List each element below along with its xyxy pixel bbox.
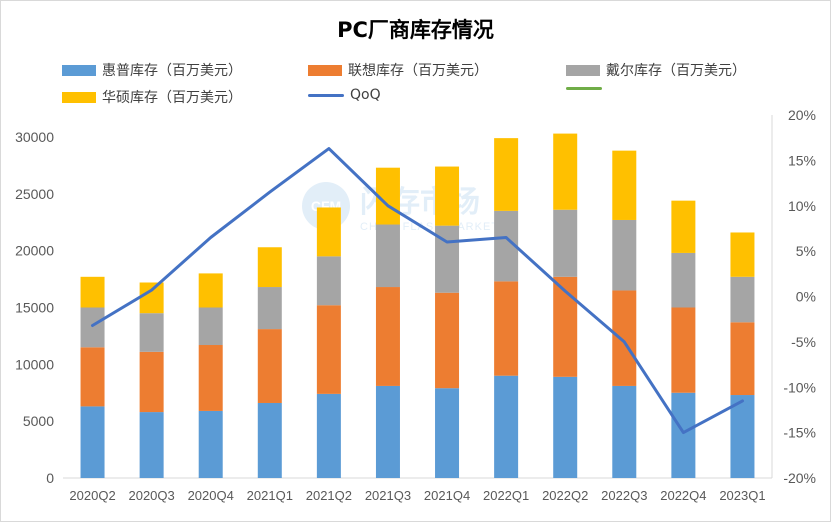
bar-segment-1-2020Q3 — [139, 351, 164, 413]
legend-swatch-dell — [566, 64, 600, 76]
bar-segment-0-2022Q1 — [494, 375, 519, 478]
bar-segment-3-2023Q1 — [730, 232, 755, 277]
qoq-line — [91, 147, 744, 435]
left-axis-ticks: 0 5000 10000 15000 20000 25000 30000 — [15, 129, 54, 486]
right-tick-label: -10% — [783, 379, 816, 395]
legend-label-lenovo: 联想库存（百万美元） — [348, 63, 488, 79]
legend-swatch-hp — [62, 64, 96, 76]
bar-segment-0-2022Q4 — [671, 392, 696, 478]
left-tick-label: 10000 — [15, 356, 54, 372]
bar-segment-3-2022Q1 — [494, 138, 519, 211]
bar-segment-3-2021Q1 — [257, 247, 282, 288]
bar-segment-3-2020Q2 — [80, 276, 105, 308]
left-tick-label: 15000 — [15, 300, 54, 316]
legend-label-hp: 惠普库存（百万美元） — [102, 63, 242, 79]
right-tick-label: 0% — [796, 289, 816, 305]
x-tick-label: 2022Q4 — [660, 488, 706, 503]
bar-segment-2-2022Q3 — [612, 219, 637, 291]
bar-segment-2-2022Q4 — [671, 252, 696, 308]
bar-segment-2-2020Q4 — [198, 307, 223, 346]
legend-item-lenovo: 联想库存（百万美元） — [308, 60, 488, 80]
bar-segment-3-2022Q3 — [612, 150, 637, 220]
x-tick-label: 2020Q4 — [188, 488, 234, 503]
legend-swatch-asus — [62, 91, 96, 103]
bar-segment-1-2022Q4 — [671, 307, 696, 393]
x-tick-label: 2022Q2 — [542, 488, 588, 503]
bars-layer — [80, 133, 755, 478]
bar-segment-2-2023Q1 — [730, 276, 755, 323]
bar-segment-2-2022Q2 — [553, 209, 578, 277]
bar-segment-1-2023Q1 — [730, 322, 755, 396]
left-tick-label: 25000 — [15, 186, 54, 202]
bar-segment-0-2021Q3 — [375, 385, 400, 478]
bar-segment-0-2022Q2 — [553, 376, 578, 478]
right-tick-label: 15% — [788, 152, 816, 168]
bar-segment-3-2021Q4 — [435, 166, 460, 226]
bar-segment-1-2020Q2 — [80, 347, 105, 407]
bar-segment-2-2020Q3 — [139, 313, 164, 352]
qoq-line-layer — [91, 147, 744, 435]
right-tick-label: -20% — [783, 470, 816, 486]
bar-segment-2-2021Q3 — [375, 224, 400, 288]
x-tick-label: 2021Q3 — [365, 488, 411, 503]
left-tick-label: 5000 — [23, 413, 54, 429]
legend-item-dell: 戴尔库存（百万美元） — [566, 60, 746, 80]
bar-segment-0-2020Q3 — [139, 412, 164, 478]
bar-segment-3-2022Q2 — [553, 133, 578, 210]
legend-swatch-qoq — [308, 93, 344, 97]
bar-segment-3-2020Q3 — [139, 282, 164, 314]
bar-segment-1-2022Q3 — [612, 290, 637, 386]
bar-segment-2-2020Q2 — [80, 307, 105, 348]
bar-segment-2-2021Q2 — [316, 256, 341, 306]
right-axis-ticks: -20% -15% -10% -5% 0% 5% 10% 15% 20% — [783, 107, 816, 486]
bar-segment-0-2023Q1 — [730, 395, 755, 478]
x-tick-label: 2020Q3 — [128, 488, 174, 503]
x-tick-label: 2021Q4 — [424, 488, 470, 503]
legend-item-qoq: QoQ — [308, 87, 381, 103]
bar-segment-0-2021Q2 — [316, 393, 341, 478]
left-tick-label: 30000 — [15, 129, 54, 145]
legend-swatch-green — [566, 87, 602, 90]
chart-title: PC厂商库存情况 — [337, 18, 494, 42]
bar-segment-1-2020Q4 — [198, 345, 223, 411]
right-tick-label: 10% — [788, 198, 816, 214]
bar-segment-3-2020Q4 — [198, 273, 223, 308]
bar-segment-1-2021Q2 — [316, 305, 341, 394]
x-tick-label: 2020Q2 — [69, 488, 115, 503]
bar-segment-2-2021Q1 — [257, 287, 282, 330]
legend-label-asus: 华硕库存（百万美元） — [102, 90, 242, 106]
bar-segment-3-2022Q4 — [671, 200, 696, 253]
left-tick-label: 20000 — [15, 243, 54, 259]
bar-segment-0-2021Q1 — [257, 402, 282, 478]
legend-label-qoq: QoQ — [350, 87, 381, 103]
right-tick-label: 5% — [796, 243, 816, 259]
x-tick-label: 2023Q1 — [719, 488, 765, 503]
x-axis-ticks: 2020Q2 2020Q3 2020Q4 2021Q1 2021Q2 2021Q3 2021… — [69, 488, 765, 503]
bar-segment-3-2021Q2 — [316, 207, 341, 257]
legend-item-green — [566, 87, 608, 90]
bar-segment-1-2022Q1 — [494, 281, 519, 376]
legend-item-hp: 惠普库存（百万美元） — [62, 60, 242, 80]
bar-segment-0-2020Q4 — [198, 410, 223, 478]
x-tick-label: 2021Q2 — [306, 488, 352, 503]
bar-segment-1-2021Q3 — [375, 287, 400, 386]
bar-segment-1-2021Q4 — [435, 292, 460, 389]
bar-segment-0-2020Q2 — [80, 406, 105, 478]
bar-segment-1-2022Q2 — [553, 276, 578, 377]
legend-label-dell: 戴尔库存（百万美元） — [606, 63, 746, 79]
x-tick-label: 2021Q1 — [247, 488, 293, 503]
left-tick-label: 0 — [46, 470, 54, 486]
legend-item-asus: 华硕库存（百万美元） — [62, 87, 242, 107]
bar-segment-0-2022Q3 — [612, 385, 637, 478]
right-tick-label: -5% — [791, 334, 816, 350]
x-tick-label: 2022Q3 — [601, 488, 647, 503]
right-tick-label: -15% — [783, 425, 816, 441]
bar-segment-0-2021Q4 — [435, 388, 460, 478]
x-tick-label: 2022Q1 — [483, 488, 529, 503]
bar-segment-1-2021Q1 — [257, 329, 282, 403]
right-tick-label: 20% — [788, 107, 816, 123]
legend-swatch-lenovo — [308, 64, 342, 76]
